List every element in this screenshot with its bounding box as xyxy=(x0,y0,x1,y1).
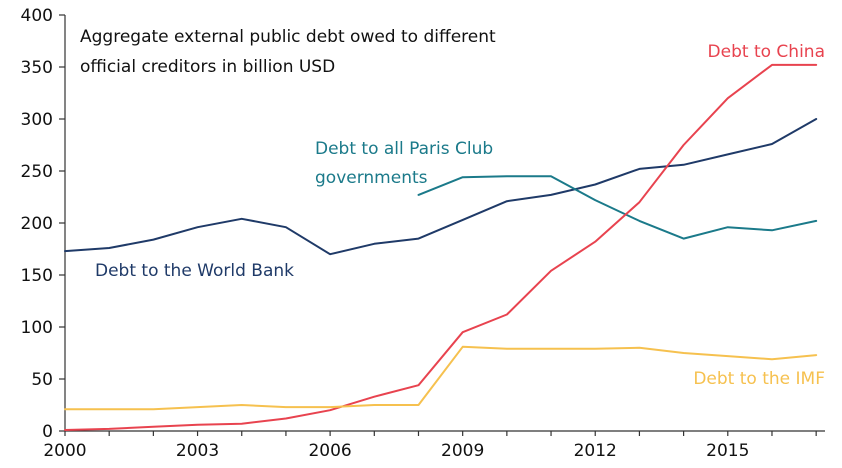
y-tick-label: 350 xyxy=(21,58,53,78)
y-tick-label: 100 xyxy=(21,318,53,338)
series-labels: Debt to the World Bank Debt to all Paris … xyxy=(95,42,825,389)
x-tick-label: 2006 xyxy=(308,441,351,461)
series-label-line: Debt to all Paris Club xyxy=(315,139,493,159)
series-line-2 xyxy=(64,63,818,431)
series-line-0 xyxy=(64,118,818,256)
y-tick-label: 200 xyxy=(21,214,53,234)
y-tick-label: 150 xyxy=(21,266,53,286)
series-label-line: governments xyxy=(315,168,428,188)
series-label-3: Debt to the IMF xyxy=(693,369,825,389)
y-tick-label: 250 xyxy=(21,162,53,182)
y-axis-ticks: 0 50 100 150 200 250 300 350 400 xyxy=(21,6,65,442)
series-label-1: Debt to all Paris Club governments xyxy=(315,139,493,188)
series-label-2: Debt to China xyxy=(708,42,825,62)
series-line-1 xyxy=(417,175,818,240)
y-tick-label: 300 xyxy=(21,110,53,130)
x-axis-ticks: 2000 2003 2006 2009 2012 2015 xyxy=(43,431,817,461)
y-tick-label: 400 xyxy=(21,6,53,26)
series-label-0: Debt to the World Bank xyxy=(95,261,294,281)
y-tick-label: 50 xyxy=(31,370,53,390)
x-tick-label: 2012 xyxy=(574,441,617,461)
series-label-line: Debt to the IMF xyxy=(693,369,825,389)
x-tick-label: 2009 xyxy=(441,441,484,461)
x-tick-label: 2000 xyxy=(43,441,86,461)
y-tick-label: 0 xyxy=(42,422,53,442)
series-lines xyxy=(64,63,818,431)
series-label-line: Debt to the World Bank xyxy=(95,261,294,281)
x-tick-label: 2015 xyxy=(706,441,749,461)
annotation-line-2: official creditors in billion USD xyxy=(80,57,335,77)
series-line-3 xyxy=(64,345,818,411)
series-label-line: Debt to China xyxy=(708,42,825,62)
chart-annotation: Aggregate external public debt owed to d… xyxy=(80,27,501,77)
annotation-line-1: Aggregate external public debt owed to d… xyxy=(80,27,496,47)
x-tick-label: 2003 xyxy=(176,441,219,461)
